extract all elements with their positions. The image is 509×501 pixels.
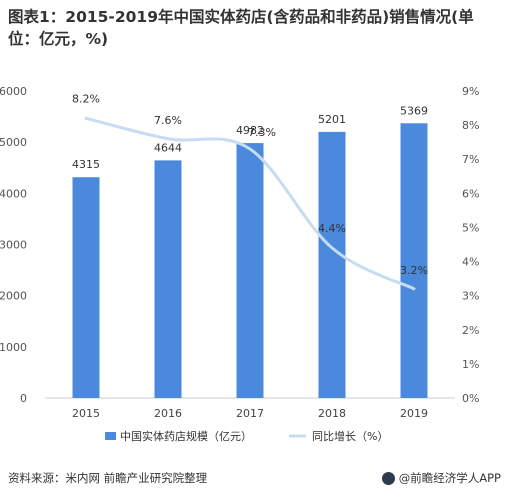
line-value-label: 7.6%	[154, 114, 182, 127]
y-right-tick-label: 1%	[462, 358, 479, 371]
brand-text: @前瞻经济学人APP	[398, 471, 501, 485]
y-left-tick-label: 0	[20, 392, 27, 405]
bar-2015	[72, 177, 100, 398]
y-left-axis: 0 1000 2000 3000 4000 5000 6000	[0, 85, 27, 405]
y-right-tick-label: 3%	[462, 290, 479, 303]
legend-bar-label: 中国实体药店规模（亿元）	[120, 429, 252, 443]
bar-value-label: 5369	[400, 104, 428, 117]
source-note: 资料来源：米内网 前瞻产业研究院整理	[8, 471, 208, 485]
growth-rate-labels: 8.2% 7.6% 7.3% 4.4% 3.2%	[72, 92, 428, 277]
x-axis: 2015 2016 2017 2018 2019	[72, 407, 428, 420]
bar-value-label: 4644	[154, 141, 182, 154]
x-tick-label: 2015	[72, 407, 100, 420]
y-right-tick-label: 6%	[462, 187, 479, 200]
y-left-tick-label: 6000	[0, 85, 27, 98]
x-tick-label: 2017	[236, 407, 264, 420]
y-right-tick-label: 5%	[462, 221, 479, 234]
x-tick-label: 2016	[154, 407, 182, 420]
legend-bar-swatch	[105, 432, 116, 440]
y-right-tick-label: 8%	[462, 119, 479, 132]
bar-value-labels: 4315 4644 4982 5201 5369	[72, 104, 428, 171]
y-right-tick-label: 2%	[462, 324, 479, 337]
y-right-tick-label: 9%	[462, 85, 479, 98]
x-tick-label: 2018	[318, 407, 346, 420]
line-value-label: 8.2%	[72, 92, 100, 105]
growth-rate-line	[84, 116, 416, 291]
x-tick-label: 2019	[400, 407, 428, 420]
y-left-tick-label: 5000	[0, 136, 27, 149]
bar-series	[72, 123, 428, 398]
line-value-label: 4.4%	[318, 222, 346, 235]
y-right-axis: 0% 1% 2% 3% 4% 5% 6% 7% 8% 9%	[462, 85, 479, 405]
line-value-label: 7.3%	[248, 126, 276, 139]
y-left-tick-label: 2000	[0, 290, 27, 303]
legend-line-label: 同比增长（%）	[312, 429, 388, 443]
y-right-tick-label: 4%	[462, 256, 479, 269]
y-left-tick-label: 4000	[0, 187, 27, 200]
bar-2017	[236, 143, 264, 398]
bar-2018	[318, 131, 346, 398]
y-right-tick-label: 7%	[462, 153, 479, 166]
bar-value-label: 5201	[318, 113, 346, 126]
y-right-tick-label: 0%	[462, 392, 479, 405]
bar-value-label: 4315	[72, 158, 100, 171]
bar-2019	[400, 123, 428, 398]
bar-value-label: 4982	[236, 124, 264, 137]
chart-footer: 资料来源：米内网 前瞻产业研究院整理 @前瞻经济学人APP	[8, 470, 501, 492]
y-left-tick-label: 1000	[0, 341, 27, 354]
chart-legend: 中国实体药店规模（亿元） 同比增长（%）	[105, 429, 388, 443]
brand-logo-icon	[381, 471, 395, 485]
y-left-tick-label: 3000	[0, 239, 27, 252]
chart-title: 图表1：2015-2019年中国实体药店(含药品和非药品)销售情况(单位：亿元，…	[8, 8, 474, 48]
bar-2016	[154, 160, 182, 398]
line-value-label: 3.2%	[400, 264, 428, 277]
brand-credit: @前瞻经济学人APP	[381, 470, 501, 486]
